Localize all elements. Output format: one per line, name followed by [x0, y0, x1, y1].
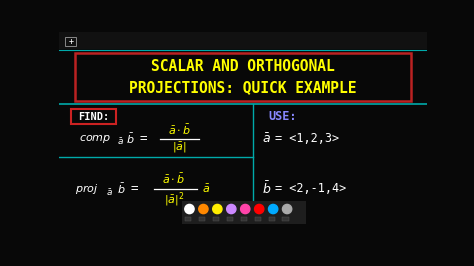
Text: = <1,2,3>: = <1,2,3>	[275, 132, 339, 146]
Circle shape	[268, 204, 278, 214]
Circle shape	[227, 204, 236, 214]
Text: $\bar{b}$: $\bar{b}$	[117, 182, 125, 196]
Text: FIND:: FIND:	[78, 112, 109, 122]
Bar	[268, 217, 275, 221]
Circle shape	[213, 204, 222, 214]
Text: $\bar{a}$: $\bar{a}$	[202, 183, 210, 195]
Bar	[227, 217, 233, 221]
Bar	[59, 32, 427, 49]
Text: = <2,-1,4>: = <2,-1,4>	[275, 182, 346, 196]
Text: +: +	[68, 37, 73, 46]
Text: SCALAR AND ORTHOGONAL: SCALAR AND ORTHOGONAL	[151, 59, 335, 74]
Text: $\bar{b}$: $\bar{b}$	[262, 181, 272, 197]
Text: $\bar{a}\cdot\bar{b}$: $\bar{a}\cdot\bar{b}$	[168, 123, 191, 137]
Circle shape	[283, 204, 292, 214]
Text: USE:: USE:	[268, 110, 297, 123]
Bar	[241, 217, 247, 221]
Bar	[283, 217, 289, 221]
Text: $|\bar{a}|$: $|\bar{a}|$	[172, 141, 187, 155]
Bar	[255, 217, 261, 221]
Text: $|\bar{a}|^{2}$: $|\bar{a}|^{2}$	[164, 190, 184, 209]
Text: $\bar{a}$: $\bar{a}$	[117, 136, 124, 147]
Bar	[185, 217, 191, 221]
Bar	[199, 217, 205, 221]
Bar	[182, 201, 306, 225]
Text: =: =	[139, 132, 146, 146]
Bar	[75, 53, 411, 101]
Text: $\mathit{comp}$: $\mathit{comp}$	[79, 133, 111, 145]
Text: PROJECTIONS: QUICK EXAMPLE: PROJECTIONS: QUICK EXAMPLE	[129, 80, 356, 95]
Circle shape	[185, 204, 194, 214]
Text: $\bar{a}$: $\bar{a}$	[106, 188, 113, 198]
Text: $\bar{a}$: $\bar{a}$	[262, 132, 271, 146]
Circle shape	[255, 204, 264, 214]
Text: $\mathit{proj}$: $\mathit{proj}$	[75, 182, 98, 196]
Bar	[65, 36, 76, 46]
Bar	[213, 217, 219, 221]
Bar	[71, 109, 116, 124]
Text: =: =	[130, 182, 138, 196]
Text: $\bar{a}\cdot\bar{b}$: $\bar{a}\cdot\bar{b}$	[162, 172, 185, 186]
Circle shape	[241, 204, 250, 214]
Circle shape	[199, 204, 208, 214]
Text: $\bar{b}$: $\bar{b}$	[126, 132, 135, 146]
